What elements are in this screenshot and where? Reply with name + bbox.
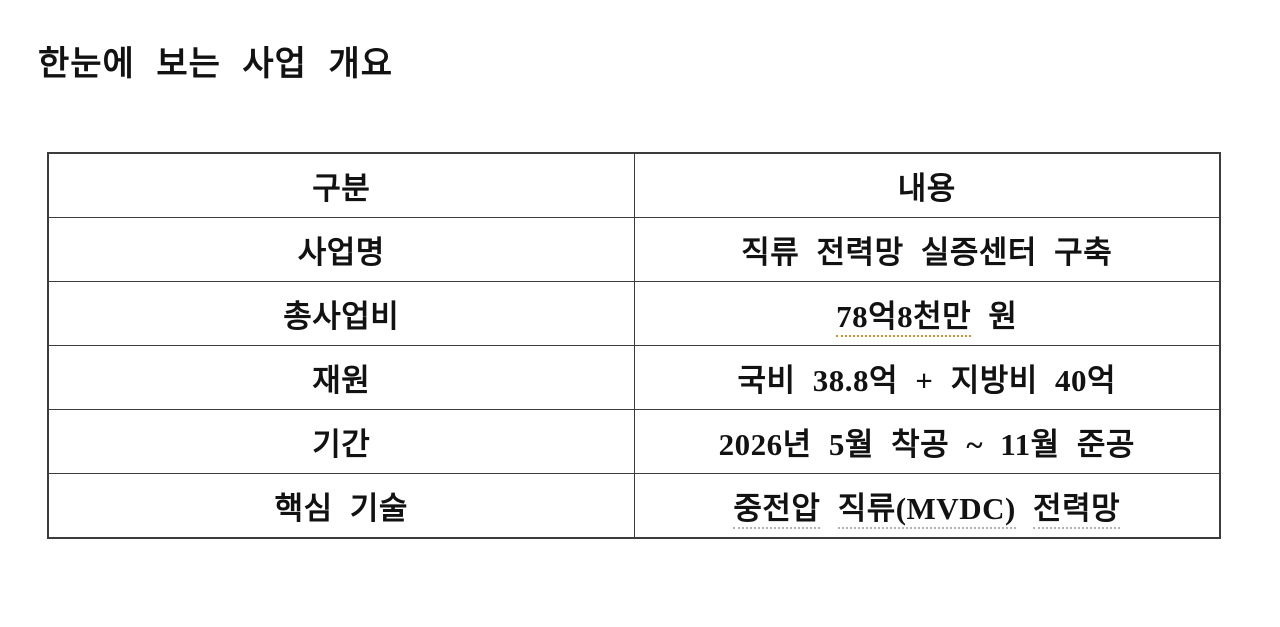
table-row: 총사업비 78억8천만 원 [47,281,1221,346]
plain-text [820,491,837,526]
row-content-project-name: 직류 전력망 실증센터 구축 [633,217,1221,282]
row-content-funding: 국비 38.8억 + 지방비 40억 [633,345,1221,410]
row-content-period: 2026년 5월 착공 ~ 11월 준공 [633,409,1221,474]
table-row: 기간 2026년 5월 착공 ~ 11월 준공 [47,409,1221,474]
table-header-row: 구분 내용 [47,152,1221,218]
spellcheck-underlined-text: 중전압 [733,491,821,529]
row-category-funding: 재원 [47,345,635,410]
spellcheck-underlined-text: 전력망 [1033,491,1121,529]
header-cell-content: 내용 [633,152,1221,218]
header-cell-category: 구분 [47,152,635,218]
spellcheck-underlined-text: 직류(MVDC) [837,491,1016,529]
spellcheck-underlined-text: 78억8천만 [836,299,972,337]
table-row: 핵심 기술 중전압 직류(MVDC) 전력망 [47,473,1221,539]
table-row: 재원 국비 38.8억 + 지방비 40억 [47,345,1221,410]
row-content-total-cost: 78억8천만 원 [633,281,1221,346]
row-category-total-cost: 총사업비 [47,281,635,346]
row-content-core-tech: 중전압 직류(MVDC) 전력망 [633,473,1221,539]
row-category-project-name: 사업명 [47,217,635,282]
project-overview-table: 구분 내용 사업명 직류 전력망 실증센터 구축 총사업비 78억8천만 원 재… [47,152,1221,539]
row-category-core-tech: 핵심 기술 [47,473,635,539]
plain-text [1016,491,1033,526]
row-category-period: 기간 [47,409,635,474]
plain-text: 원 [971,299,1018,334]
page-title: 한눈에 보는 사업 개요 [38,46,394,83]
table-row: 사업명 직류 전력망 실증센터 구축 [47,217,1221,282]
